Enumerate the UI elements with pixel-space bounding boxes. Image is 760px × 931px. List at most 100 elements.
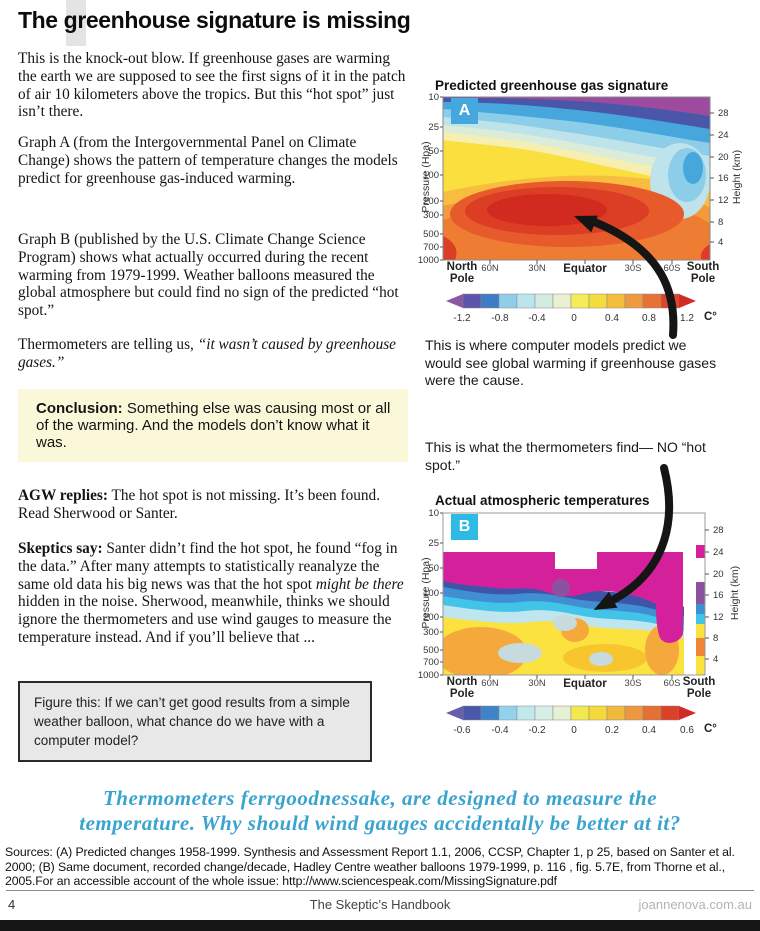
bottom-bar bbox=[0, 920, 760, 931]
x-tick-label: 30N bbox=[528, 678, 546, 689]
colorbar-tick-label: 0.4 bbox=[642, 725, 656, 736]
colorbar-tick-label: -0.6 bbox=[453, 725, 471, 736]
arrow-to-no-hotspot-icon bbox=[593, 464, 674, 610]
x-tick-label: 60N bbox=[481, 263, 499, 274]
y-tick-label: 4 bbox=[718, 237, 723, 248]
skeptics-text-1: Santer didn’t find the hot spot, he foun… bbox=[18, 540, 398, 593]
pressure-tick-labels-a: 10 25 50 100 200 300 500 700 1000 bbox=[418, 92, 439, 266]
y-tick-label: 24 bbox=[713, 547, 724, 558]
colorbar-tick-label: 1.2 bbox=[680, 313, 694, 324]
colorbar-tick-label: -0.8 bbox=[491, 313, 509, 324]
colorbar-b: -0.6 -0.4 -0.2 0 0.2 0.4 0.6 C° bbox=[446, 705, 717, 736]
colorbar-unit-label: C° bbox=[704, 311, 717, 323]
x-tick-label: Equator bbox=[563, 678, 607, 690]
agw-replies-label: AGW replies: bbox=[18, 487, 108, 504]
paragraph-lead: Thermometers are telling us, bbox=[18, 336, 198, 353]
colorbar-tick-label: 0.2 bbox=[605, 725, 619, 736]
pressure-axis-label-a: Pressure (Hpa) bbox=[420, 141, 432, 213]
y-tick-label: 12 bbox=[713, 612, 724, 623]
skeptics-text-2: hidden in the noise. Sherwood, meanwhile… bbox=[18, 593, 392, 646]
height-tick-labels-a: 28 24 20 16 12 8 4 bbox=[718, 108, 729, 248]
colorbar-tick-label: -0.4 bbox=[491, 725, 509, 736]
y-tick-label: 1000 bbox=[418, 255, 439, 266]
accent-bar bbox=[66, 0, 86, 46]
heatmap-b-svg: 10 25 50 100 200 300 500 700 1000 28 24 … bbox=[418, 508, 724, 736]
x-tick-label: 30S bbox=[624, 678, 642, 689]
y-tick-label: 1000 bbox=[418, 670, 439, 681]
y-tick-label: 500 bbox=[423, 229, 439, 240]
y-tick-label: 10 bbox=[428, 92, 439, 103]
y-tick-label: 200 bbox=[423, 196, 439, 207]
colorbar-tick-label: 0 bbox=[571, 725, 577, 736]
colorbar-tick-label: 0.4 bbox=[605, 313, 619, 324]
y-tick-label: 20 bbox=[718, 152, 729, 163]
body-paragraph-3: Graph B (published by the U.S. Climate C… bbox=[18, 231, 399, 320]
x-tick-label: North Pole bbox=[446, 676, 478, 700]
colorbar-tick-label: 0.8 bbox=[642, 313, 656, 324]
y-tick-label: 24 bbox=[718, 130, 729, 141]
footer-book-title: The Skeptic’s Handbook bbox=[309, 897, 451, 912]
agw-replies-paragraph: AGW replies: The hot spot is not missing… bbox=[18, 487, 410, 523]
y-tick-label: 10 bbox=[428, 508, 439, 519]
y-tick-label: 100 bbox=[423, 588, 439, 599]
colorbar-unit-label: C° bbox=[704, 723, 717, 735]
chart-b-title: Actual atmospheric temperatures bbox=[435, 493, 650, 508]
x-tick-label: 30N bbox=[528, 263, 546, 274]
axis-ticks-b bbox=[440, 512, 709, 679]
y-tick-label: 700 bbox=[423, 657, 439, 668]
y-tick-label: 20 bbox=[713, 569, 724, 580]
handwriting-note-line-2: temperature. Why should wind gauges acci… bbox=[79, 811, 681, 835]
y-tick-label: 50 bbox=[428, 146, 439, 157]
y-tick-label: 300 bbox=[423, 627, 439, 638]
colorbar-tick-label: -1.2 bbox=[453, 313, 471, 324]
x-tick-label: 60S bbox=[663, 678, 681, 689]
panel-b-badge: B bbox=[451, 514, 478, 540]
heatmap-b-field bbox=[443, 513, 705, 675]
footer-website: joannenova.com.au bbox=[638, 897, 752, 912]
y-tick-label: 50 bbox=[428, 563, 439, 574]
x-tick-label: South Pole bbox=[682, 676, 716, 700]
y-tick-label: 25 bbox=[428, 538, 439, 549]
y-tick-label: 8 bbox=[718, 217, 723, 228]
y-tick-label: 8 bbox=[713, 633, 718, 644]
colorbar-tick-label: 0 bbox=[571, 313, 577, 324]
height-tick-labels-b: 28 24 20 16 12 8 4 bbox=[713, 525, 724, 665]
pressure-axis-label-b: Pressure (Hpa) bbox=[420, 557, 432, 629]
conclusion-box: Conclusion: Something else was causing m… bbox=[18, 389, 408, 462]
skeptics-say-label: Skeptics say: bbox=[18, 540, 103, 557]
body-paragraph-1: This is the knock-out blow. If greenhous… bbox=[18, 50, 406, 121]
y-tick-label: 4 bbox=[713, 654, 718, 665]
figure-this-box: Figure this: If we can’t get good result… bbox=[18, 681, 372, 762]
x-tick-label: South Pole bbox=[686, 261, 720, 285]
footer-rule bbox=[6, 890, 754, 891]
colorbar-tick-label: -0.2 bbox=[528, 725, 546, 736]
y-tick-label: 500 bbox=[423, 645, 439, 656]
pressure-tick-labels-b: 10 25 50 100 200 300 500 700 1000 bbox=[418, 508, 439, 681]
axis-ticks-a bbox=[440, 96, 714, 264]
x-tick-label: 60S bbox=[663, 263, 681, 274]
y-tick-label: 16 bbox=[713, 590, 724, 601]
colorbar-tick-label: 0.6 bbox=[680, 725, 694, 736]
conclusion-label: Conclusion: bbox=[36, 400, 123, 417]
agw-replies-text: The hot spot is not missing. It’s been f… bbox=[18, 487, 381, 522]
caption-a: This is where computer models predict we… bbox=[425, 337, 717, 388]
skeptics-say-paragraph: Skeptics say: Santer didn’t find the hot… bbox=[18, 540, 410, 647]
page-title: The greenhouse signature is missing bbox=[18, 7, 411, 33]
y-tick-label: 25 bbox=[428, 122, 439, 133]
chart-b: 10 25 50 100 200 300 500 700 1000 28 24 … bbox=[415, 490, 760, 740]
body-paragraph-4: Thermometers are telling us, “it wasn’t … bbox=[18, 336, 410, 372]
sources-text: Sources: (A) Predicted changes 1958-1999… bbox=[5, 845, 735, 889]
handwriting-note-line-1: Thermometers ferrgoodnessake, are design… bbox=[102, 786, 658, 810]
colorbar-tick-label: -0.4 bbox=[528, 313, 546, 324]
height-axis-label-b: Height (km) bbox=[729, 565, 741, 621]
y-tick-label: 200 bbox=[423, 612, 439, 623]
caption-b: This is what the thermometers find— NO “… bbox=[425, 439, 706, 473]
y-tick-label: 12 bbox=[718, 195, 729, 206]
y-tick-label: 700 bbox=[423, 242, 439, 253]
arrow-to-hotspot-icon bbox=[574, 215, 678, 339]
x-tick-label: 60N bbox=[481, 678, 499, 689]
plot-border-b bbox=[442, 512, 706, 676]
conclusion-text: Something else was causing most or all o… bbox=[36, 400, 391, 451]
footer-page-number: 4 bbox=[8, 897, 16, 912]
